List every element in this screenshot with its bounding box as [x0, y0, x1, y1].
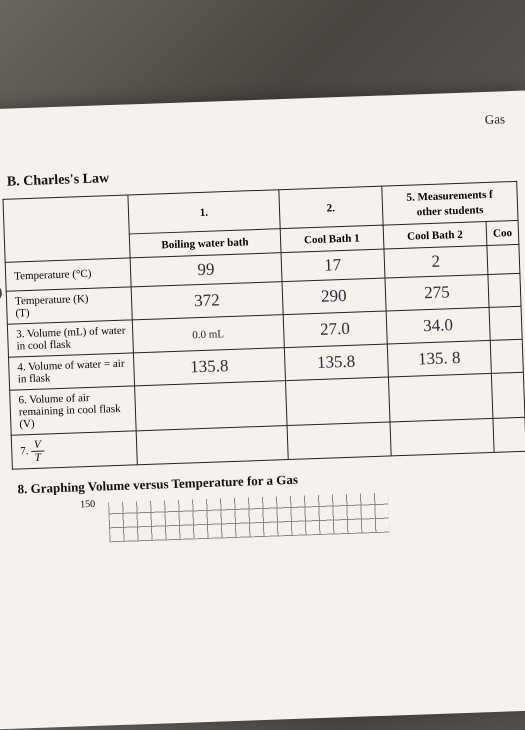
cell: 290 — [282, 278, 386, 315]
charles-law-table: 1. 2. 5. Measurements f other students B… — [2, 181, 525, 470]
cell — [491, 372, 525, 418]
cell: 135. 8 — [387, 340, 491, 377]
cell: 2 — [384, 245, 488, 278]
row-label-vol-air-remain: 6. Volume of air remaining in cool flask… — [10, 386, 136, 435]
cell: 135.8 — [284, 344, 388, 381]
header-col1-num: 1. — [128, 190, 280, 234]
header-col2-num: 2. — [278, 186, 382, 229]
row-label-temp-k: Temperature (K) (T) — [6, 287, 132, 324]
header-coolbath1: Cool Bath 1 — [280, 225, 384, 253]
row-label-v-over-t: 7. V T — [11, 431, 137, 469]
cell: 372 — [131, 282, 283, 320]
row-label-vol-water-flask: 3. Volume (mL) of water in cool flask — [7, 320, 133, 357]
cell — [488, 273, 521, 307]
y-tick-150: 150 — [80, 499, 95, 511]
cell — [487, 244, 520, 274]
cell — [490, 339, 523, 373]
cell — [388, 373, 493, 422]
cell: 275 — [385, 274, 489, 311]
header-measurements: 5. Measurements f other students — [382, 181, 518, 225]
header-blank — [3, 195, 130, 262]
row-label-temp-c: Temperature (°C) — [5, 258, 131, 291]
cell: 0.0 mL — [132, 315, 284, 353]
row-label-vol-air-flask: 4. Volume of water = air in flask — [9, 353, 135, 390]
cell — [285, 377, 390, 426]
graph-title: 8. Graphing Volume versus Temperature fo… — [17, 464, 525, 498]
graph-grid: 150 — [108, 493, 389, 543]
cell — [136, 426, 288, 465]
binder-hole — [0, 284, 2, 303]
cell: 34.0 — [386, 307, 490, 344]
graph-section: 8. Graphing Volume versus Temperature fo… — [12, 464, 525, 546]
header-coolbath2: Cool Bath 2 — [383, 221, 487, 249]
grid-background — [108, 493, 389, 543]
header-coo: Coo — [486, 220, 519, 245]
cell: 27.0 — [283, 311, 387, 348]
cell — [135, 381, 287, 431]
cell — [390, 418, 494, 456]
cell — [493, 417, 525, 452]
cell — [489, 306, 522, 340]
cell — [287, 422, 391, 460]
cell: 135.8 — [133, 348, 285, 386]
cell: 17 — [281, 249, 385, 282]
worksheet-paper: Gas B. Charles's Law 1. 2. 5. Measuremen… — [0, 90, 525, 729]
